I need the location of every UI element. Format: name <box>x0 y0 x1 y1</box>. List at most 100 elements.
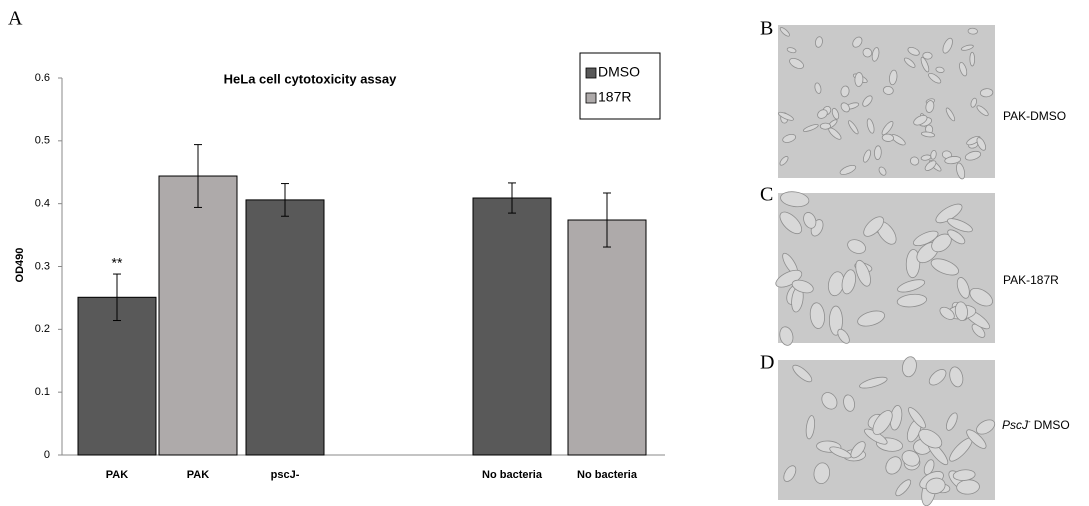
panel-label: B <box>760 18 773 40</box>
cell <box>837 328 850 344</box>
cell <box>819 122 832 130</box>
cell <box>922 51 933 60</box>
cell <box>843 394 855 412</box>
legend-label: DMSO <box>598 64 640 80</box>
cell <box>947 229 966 245</box>
y-tick-label: 0.6 <box>35 72 50 84</box>
cell <box>775 269 803 288</box>
cell <box>854 72 864 87</box>
cell <box>872 410 893 435</box>
cell <box>805 415 815 440</box>
cell <box>976 419 996 435</box>
x-tick-label: pscJ- <box>271 469 300 481</box>
y-tick-label: 0.1 <box>35 386 50 398</box>
bar <box>245 199 325 456</box>
cell <box>847 239 867 254</box>
cell <box>848 120 859 135</box>
y-tick-label: 0.4 <box>35 198 50 210</box>
cell <box>882 85 894 95</box>
cell <box>920 154 932 161</box>
cell <box>966 429 987 449</box>
cell <box>966 135 981 146</box>
cell <box>874 145 882 160</box>
cell <box>939 306 955 320</box>
x-tick-label: No bacteria <box>577 469 638 481</box>
cell <box>881 133 894 142</box>
cell <box>889 69 898 86</box>
chart-title: HeLa cell cytotoxicity assay <box>224 71 397 86</box>
y-tick-label: 0.5 <box>35 135 50 147</box>
cell <box>855 259 871 287</box>
bar <box>472 197 552 456</box>
image-caption: PscJ- DMSO <box>1002 417 1070 432</box>
cell <box>813 462 831 485</box>
cell <box>969 51 976 67</box>
cell <box>960 44 974 51</box>
cell <box>863 149 871 163</box>
panel-label: C <box>760 184 773 206</box>
cell <box>976 105 989 117</box>
cell <box>859 376 888 389</box>
cell <box>802 124 819 132</box>
cell <box>901 450 920 467</box>
panel-label: D <box>760 352 774 374</box>
cell <box>841 269 857 295</box>
cell <box>803 212 817 229</box>
legend-box <box>579 52 661 120</box>
cell <box>954 301 968 322</box>
x-tick-label: PAK <box>187 469 209 481</box>
cell <box>782 134 797 143</box>
cell <box>815 36 823 48</box>
y-tick-label: 0.2 <box>35 323 50 335</box>
cell <box>923 459 935 476</box>
legend-swatch <box>585 67 597 79</box>
cell <box>831 107 840 120</box>
cell <box>809 302 825 329</box>
caption-rest: DMSO <box>1034 418 1070 432</box>
cell <box>878 166 887 176</box>
x-tick-label: PAK <box>106 469 128 481</box>
cell <box>862 95 873 107</box>
cell <box>885 456 902 475</box>
cell <box>907 46 920 56</box>
cell <box>920 131 936 138</box>
cell <box>952 469 976 481</box>
cell <box>896 293 927 308</box>
cell <box>928 369 947 386</box>
cell <box>780 191 810 208</box>
cell <box>918 428 943 449</box>
cell <box>925 100 935 113</box>
cell <box>866 118 875 134</box>
cell <box>912 230 939 247</box>
cell <box>779 211 803 235</box>
cell <box>970 97 977 108</box>
cell <box>857 310 886 327</box>
y-tick-label: 0.3 <box>35 260 50 272</box>
cell <box>814 82 822 94</box>
cell <box>945 107 956 122</box>
panel-label: A <box>8 8 23 30</box>
cell <box>779 27 790 37</box>
image-caption: PAK-DMSO <box>1003 109 1066 123</box>
cell <box>935 66 945 73</box>
cell <box>871 47 880 62</box>
cell <box>928 72 942 84</box>
cell <box>969 287 993 307</box>
cell <box>908 407 926 429</box>
cell <box>821 392 838 410</box>
cell <box>903 57 916 68</box>
cell <box>930 149 937 160</box>
cell <box>956 277 970 299</box>
cell <box>905 249 921 279</box>
cell <box>946 412 958 431</box>
cell <box>920 56 930 73</box>
cell <box>840 102 850 113</box>
cell <box>779 326 794 346</box>
cell <box>791 279 814 294</box>
bar <box>158 175 238 456</box>
cell <box>956 162 966 180</box>
cell <box>976 137 987 151</box>
cell <box>979 88 994 98</box>
cell <box>964 150 982 161</box>
cell <box>967 27 978 35</box>
